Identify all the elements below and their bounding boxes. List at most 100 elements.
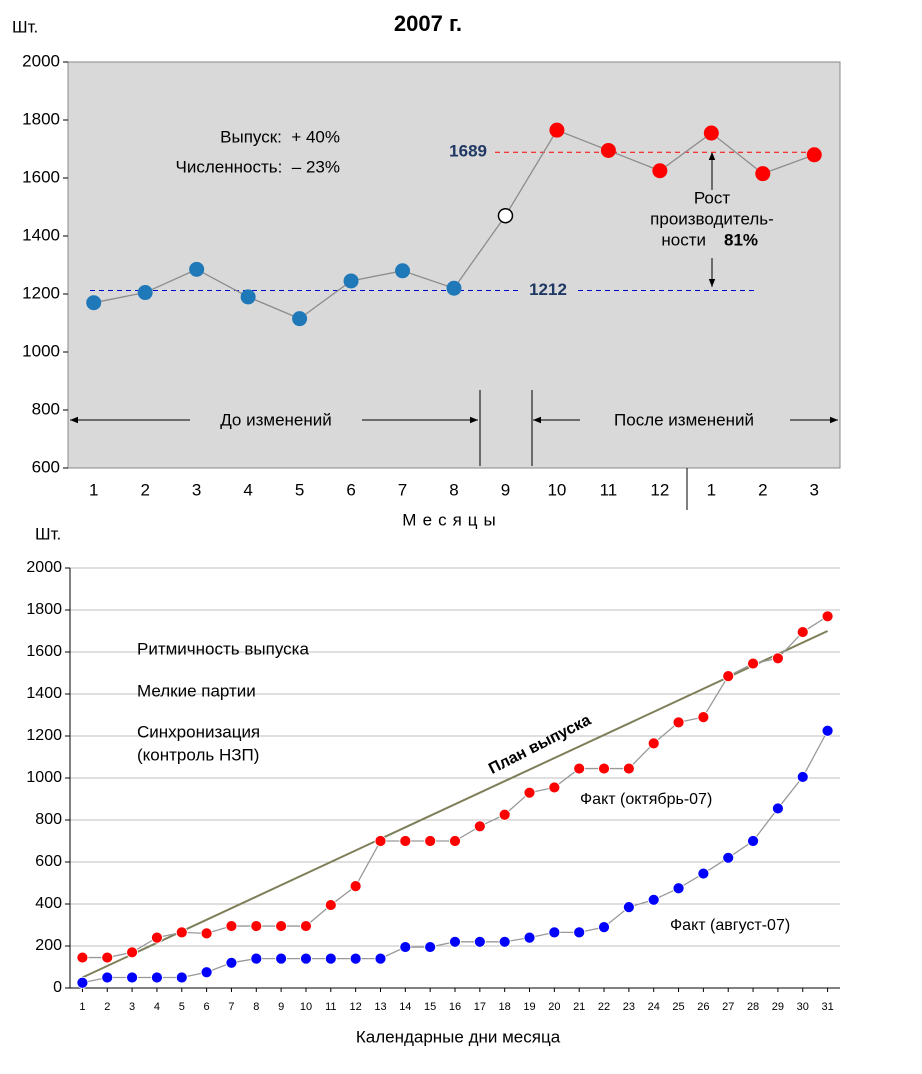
y-tick-label: 800 [35,811,62,828]
x-tick-label: 4 [243,480,252,499]
data-point [424,941,437,953]
x-tick-label: 10 [547,480,566,499]
y-tick-label: 2000 [22,51,60,70]
data-point [697,711,710,723]
annotation: Выпуск: + 40% [220,127,340,146]
x-tick-label: 14 [399,1001,411,1013]
annotation: Ритмичность выпуска [137,639,309,658]
annotation: ности [661,230,706,249]
x-tick-label: 21 [573,1001,585,1013]
data-point [652,163,668,179]
data-point [324,899,337,911]
y-tick-label: 600 [35,853,62,870]
x-tick-label: 7 [228,1001,234,1013]
series-label: Факт (октябрь-07) [580,791,712,808]
y-tick-label: 1200 [22,283,60,302]
data-point [722,670,735,683]
data-point [498,935,511,948]
data-point [275,952,288,965]
x-tick-label: 2 [104,1001,110,1013]
data-point [424,835,437,847]
x-tick-label: 6 [346,480,355,499]
y-tick-label: 800 [32,399,60,418]
data-point [697,867,710,880]
data-point [747,657,759,670]
x-tick-label: 30 [797,1001,809,1013]
x-tick-label: 29 [772,1001,784,1013]
annotation: Численность: – 23% [176,157,340,176]
data-point [446,280,462,296]
reference-label: 1212 [529,280,567,299]
x-tick-label: 27 [722,1001,734,1013]
data-point [598,762,610,775]
x-tick-label: 8 [253,1001,259,1013]
data-point [151,971,163,984]
data-point [300,920,312,932]
data-point [76,951,89,964]
y-tick-label: 1200 [26,727,62,744]
data-point [796,626,809,638]
y-unit: Шт. [12,17,38,36]
data-point [449,935,461,948]
x-tick-label: 12 [350,1001,362,1013]
x-tick-label: 19 [523,1001,535,1013]
data-point [449,835,461,847]
data-point [600,142,616,158]
y-tick-label: 2000 [26,559,62,576]
data-point [523,786,536,799]
data-point [672,882,685,895]
data-point [622,762,635,775]
data-point [549,122,565,138]
data-point [324,952,337,965]
x-tick-label: 1 [707,480,716,499]
x-tick-label: 4 [154,1001,160,1013]
data-point [126,946,138,959]
data-point [343,273,359,289]
x-tick-label: 17 [474,1001,486,1013]
data-point [101,951,114,964]
x-tick-label: 28 [747,1001,759,1013]
data-point [622,901,635,914]
x-tick-label: 1 [79,1001,85,1013]
data-point [175,926,188,939]
x-tick-label: 22 [598,1001,610,1013]
data-point [548,781,561,794]
x-tick-label: 10 [300,1001,312,1013]
data-point [821,610,834,623]
data-point [200,927,213,940]
y-tick-label: 600 [32,457,60,476]
data-point [86,295,102,311]
data-point [395,263,411,279]
data-point [399,941,412,953]
series-label: Факт (август-07) [670,917,790,934]
y-tick-label: 200 [35,937,62,954]
data-point [722,851,735,864]
x-tick-label: 13 [374,1001,386,1013]
annotation: (контроль НЗП) [137,745,259,764]
data-point [349,880,362,893]
x-axis-label: Календарные дни месяца [356,1027,561,1046]
x-tick-label: 2 [758,480,767,499]
plot-area [67,61,841,469]
data-point [647,737,660,750]
y-tick-label: 1400 [22,225,60,244]
x-tick-label: 6 [204,1001,210,1013]
x-tick-label: 11 [325,1001,336,1013]
x-tick-label: 2 [140,480,149,499]
data-point [399,835,412,847]
x-tick-label: 23 [623,1001,635,1013]
data-point [497,207,514,224]
data-point [275,920,288,932]
y-tick-label: 1000 [22,341,60,360]
x-tick-label: 1 [89,480,98,499]
x-tick-label: 3 [192,480,201,499]
x-tick-label: 11 [600,480,618,499]
data-point [821,724,834,737]
data-point [250,952,263,965]
x-tick-label: 24 [648,1001,660,1013]
y-tick-label: 1000 [26,769,62,786]
annotation: Рост [694,188,731,207]
x-tick-label: 18 [499,1001,511,1013]
x-tick-label: 20 [548,1001,560,1013]
